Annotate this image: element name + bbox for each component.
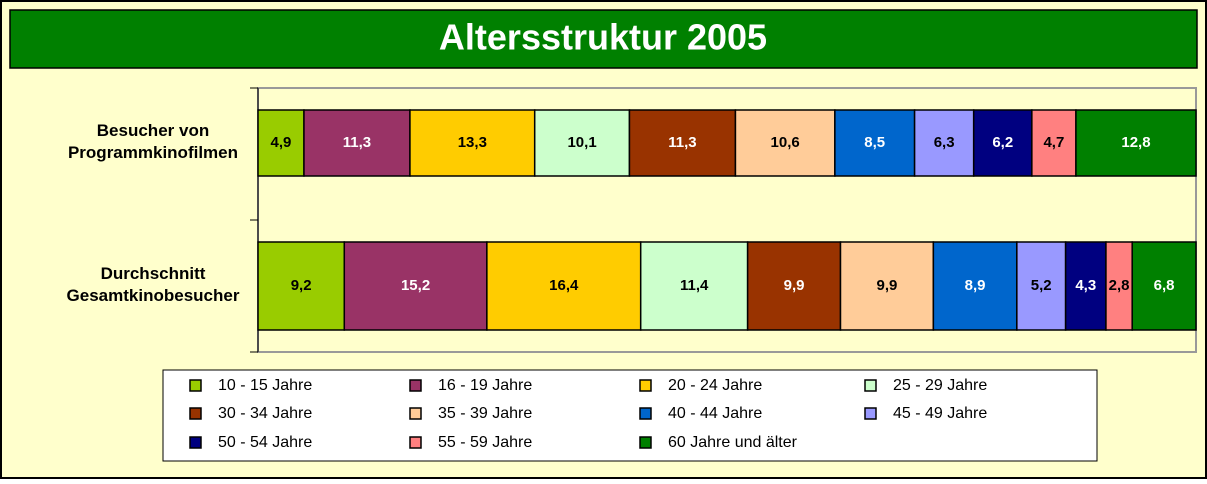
- legend-swatch: [189, 407, 202, 420]
- bar-segment: [1064, 241, 1107, 331]
- legend-swatch: [639, 379, 652, 392]
- bar-segment: [972, 109, 1033, 177]
- legend-label: 40 - 44 Jahre: [668, 405, 762, 422]
- legend-swatch: [409, 407, 422, 420]
- category-line: Gesamtkinobesucher: [67, 286, 240, 305]
- bar-segment: [486, 241, 642, 331]
- category-line: Durchschnitt: [101, 264, 206, 283]
- legend-label: 30 - 34 Jahre: [218, 405, 312, 422]
- value-label: 11,3: [668, 134, 696, 151]
- bar-segment: [409, 109, 536, 177]
- chart-title: Altersstruktur 2005: [439, 17, 767, 58]
- legend-swatch: [189, 436, 202, 449]
- value-label: 13,3: [458, 134, 487, 151]
- legend-label: 35 - 39 Jahre: [438, 405, 532, 422]
- bar-segment: [257, 109, 305, 177]
- category-line: Besucher von: [97, 121, 209, 140]
- value-label: 11,3: [343, 134, 371, 151]
- bar-segment: [932, 241, 1018, 331]
- value-label: 9,9: [784, 277, 805, 294]
- value-label: 6,8: [1154, 277, 1175, 294]
- legend-swatch: [639, 436, 652, 449]
- title-bar: [9, 9, 1198, 69]
- legend: [162, 369, 1098, 462]
- legend-swatch: [639, 407, 652, 420]
- category-line: Programmkinofilmen: [68, 143, 238, 162]
- value-label: 2,8: [1109, 277, 1130, 294]
- value-label: 16,4: [549, 277, 579, 294]
- bar-segment: [639, 241, 749, 331]
- legend-label: 60 Jahre und älter: [668, 434, 798, 451]
- bar-segment: [1131, 241, 1197, 331]
- bar-segment: [533, 109, 631, 177]
- bar-segment: [834, 109, 916, 177]
- bar-segment: [734, 109, 836, 177]
- value-label: 5,2: [1031, 277, 1052, 294]
- value-label: 4,9: [271, 134, 292, 151]
- legend-swatch: [189, 379, 202, 392]
- bar-segment: [628, 109, 737, 177]
- legend-swatch: [864, 407, 877, 420]
- value-label: 15,2: [401, 277, 430, 294]
- value-label: 8,5: [864, 134, 885, 151]
- value-label: 4,3: [1075, 277, 1096, 294]
- legend-label: 20 - 24 Jahre: [668, 377, 762, 394]
- legend-label: 10 - 15 Jahre: [218, 377, 312, 394]
- value-label: 10,6: [771, 134, 800, 151]
- bar-segment: [257, 241, 346, 331]
- bar-segment: [839, 241, 935, 331]
- value-label: 10,1: [567, 134, 596, 151]
- value-label: 4,7: [1043, 134, 1064, 151]
- bar-segment: [1075, 109, 1197, 177]
- value-label: 12,8: [1121, 134, 1150, 151]
- category-label: Durchschnitt Gesamtkinobesucher: [67, 264, 240, 305]
- category-label: Besucher von Programmkinofilmen: [68, 121, 238, 162]
- legend-label: 55 - 59 Jahre: [438, 434, 532, 451]
- value-label: 8,9: [965, 277, 986, 294]
- value-label: 6,3: [934, 134, 955, 151]
- legend-label: 50 - 54 Jahre: [218, 434, 312, 451]
- legend-label: 16 - 19 Jahre: [438, 377, 532, 394]
- value-label: 9,2: [291, 277, 312, 294]
- legend-swatch: [409, 436, 422, 449]
- legend-label: 45 - 49 Jahre: [893, 405, 987, 422]
- legend-swatch: [864, 379, 877, 392]
- value-label: 9,9: [876, 277, 897, 294]
- value-label: 6,2: [992, 134, 1013, 151]
- legend-label: 25 - 29 Jahre: [893, 377, 987, 394]
- legend-swatch: [409, 379, 422, 392]
- bar-segment: [1105, 241, 1133, 331]
- bar-segment: [1031, 109, 1077, 177]
- value-label: 11,4: [680, 277, 709, 294]
- bar-segment: [913, 109, 975, 177]
- bar-segment: [746, 241, 842, 331]
